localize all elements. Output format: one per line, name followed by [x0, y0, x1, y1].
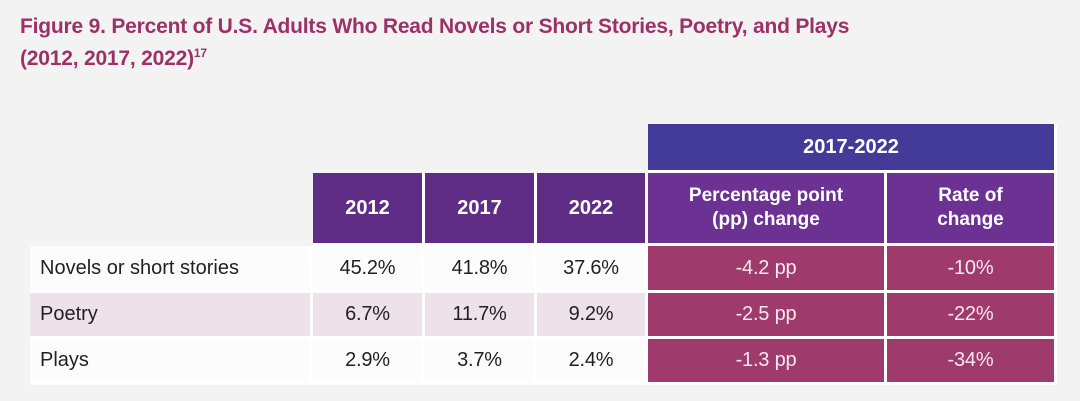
cell-novels-pp-change: -4.2 pp — [648, 246, 887, 293]
cell-plays-2012: 2.9% — [313, 339, 425, 385]
cell-poetry-2012: 6.7% — [313, 293, 425, 339]
col-header-rate-of-change: Rate of change — [887, 173, 1057, 246]
cell-poetry-2022: 9.2% — [537, 293, 648, 339]
figure-title-line2: (2012, 2017, 2022)17 — [20, 40, 1065, 72]
cell-poetry-2017: 11.7% — [425, 293, 537, 339]
figure-title-parenthetical: (2012, 2017, 2022) — [20, 47, 194, 70]
col-header-2022: 2022 — [537, 173, 648, 246]
table-spacer — [30, 173, 313, 246]
row-label-plays: Plays — [30, 339, 313, 385]
cell-novels-2022: 37.6% — [537, 246, 648, 293]
col-header-2017: 2017 — [425, 173, 537, 246]
cell-poetry-pp-change: -2.5 pp — [648, 293, 887, 339]
col-header-2012: 2012 — [313, 173, 425, 246]
table-spacer — [30, 124, 648, 173]
cell-plays-pp-change: -1.3 pp — [648, 339, 887, 385]
span-header-2017-2022: 2017-2022 — [648, 124, 1057, 173]
col-header-pp-change: Percentage point (pp) change — [648, 173, 887, 246]
cell-plays-2017: 3.7% — [425, 339, 537, 385]
cell-poetry-rate-change: -22% — [887, 293, 1057, 339]
row-label-novels: Novels or short stories — [30, 246, 313, 293]
row-label-poetry: Poetry — [30, 293, 313, 339]
figure-title: Figure 9. Percent of U.S. Adults Who Rea… — [20, 13, 1065, 72]
cell-plays-2022: 2.4% — [537, 339, 648, 385]
cell-novels-rate-change: -10% — [887, 246, 1057, 293]
cell-novels-2012: 45.2% — [313, 246, 425, 293]
cell-plays-rate-change: -34% — [887, 339, 1057, 385]
cell-novels-2017: 41.8% — [425, 246, 537, 293]
reading-rates-table: 2017-2022 2012 2017 2022 Percentage poin… — [30, 124, 1057, 385]
figure-title-line1: Figure 9. Percent of U.S. Adults Who Rea… — [20, 15, 850, 38]
footnote-reference: 17 — [193, 46, 207, 60]
